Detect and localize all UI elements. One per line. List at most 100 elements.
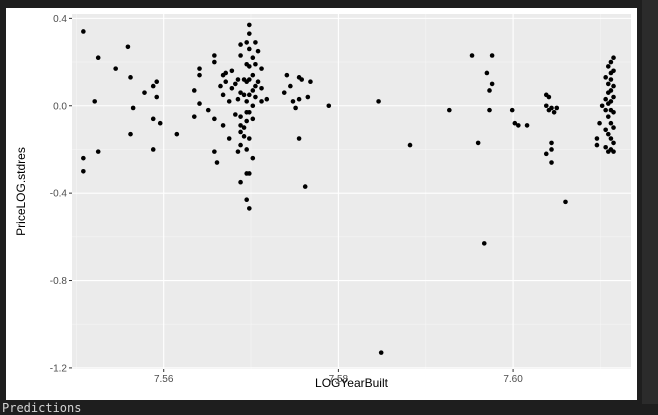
- data-point: [197, 72, 202, 78]
- data-point: [299, 77, 305, 82]
- data-point: [549, 140, 554, 146]
- data-point: [487, 107, 492, 113]
- data-point: [238, 114, 243, 119]
- data-point: [296, 96, 302, 102]
- data-point: [226, 99, 232, 104]
- data-point: [549, 160, 554, 165]
- data-point: [603, 96, 608, 102]
- data-point: [597, 120, 602, 126]
- data-point: [205, 107, 211, 113]
- data-point: [247, 171, 252, 176]
- data-point: [594, 136, 600, 141]
- data-point: [599, 103, 605, 109]
- data-point: [212, 53, 217, 58]
- y-tick-label: 0.0: [53, 101, 67, 112]
- data-point: [235, 149, 241, 154]
- data-point: [524, 123, 530, 128]
- data-point: [551, 110, 557, 115]
- data-point: [250, 116, 256, 122]
- data-point: [407, 142, 413, 148]
- data-point: [611, 94, 616, 100]
- data-point: [235, 77, 241, 82]
- data-point: [605, 114, 611, 119]
- data-point: [302, 184, 308, 189]
- data-point: [487, 88, 492, 93]
- data-point: [475, 140, 481, 146]
- data-point: [611, 125, 616, 130]
- data-point: [247, 77, 252, 82]
- data-point: [608, 88, 614, 93]
- data-point: [235, 96, 241, 102]
- data-point: [611, 83, 616, 89]
- x-tick-label: 7.60: [503, 374, 523, 385]
- data-point: [611, 110, 616, 115]
- data-point: [238, 90, 243, 95]
- data-point: [233, 81, 238, 87]
- axis-ticks: 0.4 0.0 -0.4 -0.8 -1.2 7.56 7.58 7.60: [50, 14, 523, 385]
- data-point: [259, 66, 264, 71]
- data-point: [81, 168, 86, 174]
- data-point: [125, 44, 131, 50]
- data-point: [284, 72, 290, 78]
- data-point: [226, 136, 232, 141]
- data-point: [241, 134, 247, 139]
- data-point: [549, 147, 554, 152]
- y-tick-label: -1.2: [50, 363, 68, 374]
- data-point: [212, 149, 217, 154]
- data-point: [218, 83, 223, 89]
- data-point: [253, 40, 258, 45]
- data-point: [128, 75, 133, 80]
- data-point: [481, 241, 487, 246]
- plot-card: 0.4 0.0 -0.4 -0.8 -1.2 7.56 7.58 7.60 LOGYearBu…: [6, 8, 637, 400]
- data-point: [250, 88, 256, 93]
- data-point: [489, 53, 495, 58]
- data-point: [308, 79, 313, 85]
- plot-panel: [72, 14, 631, 369]
- data-point: [223, 70, 229, 76]
- x-tick-label: 7.58: [329, 374, 349, 385]
- data-point: [238, 179, 243, 185]
- data-point: [197, 66, 202, 71]
- data-point: [250, 55, 256, 60]
- data-point: [543, 151, 549, 157]
- data-point: [509, 107, 515, 113]
- data-point: [244, 99, 249, 104]
- data-point: [113, 66, 118, 71]
- data-point: [603, 75, 608, 80]
- data-point: [376, 99, 381, 104]
- data-point: [378, 350, 384, 355]
- data-point: [154, 94, 160, 100]
- data-point: [238, 42, 243, 47]
- data-point: [603, 107, 608, 113]
- data-point: [197, 101, 202, 106]
- right-scroll-strip[interactable]: [642, 0, 658, 404]
- y-tick-label: 0.4: [53, 14, 67, 25]
- data-point: [326, 103, 332, 109]
- data-point: [293, 105, 298, 111]
- data-point: [247, 92, 252, 98]
- data-point: [92, 99, 98, 104]
- data-point: [174, 131, 180, 137]
- data-point: [81, 155, 86, 161]
- data-point: [212, 116, 217, 122]
- data-point: [247, 206, 252, 211]
- data-point: [244, 147, 249, 152]
- data-point: [608, 77, 614, 82]
- data-point: [142, 90, 147, 95]
- data-point: [233, 112, 238, 117]
- data-point: [214, 160, 220, 165]
- data-point: [608, 136, 614, 141]
- data-point: [290, 99, 296, 104]
- data-point: [150, 83, 156, 89]
- data-point: [255, 48, 261, 54]
- data-point: [512, 120, 518, 126]
- data-point: [605, 131, 611, 137]
- data-point: [543, 103, 549, 109]
- data-point: [229, 68, 235, 74]
- data-point: [220, 123, 226, 128]
- data-point: [150, 147, 156, 152]
- data-point: [608, 120, 614, 126]
- y-tick-label: -0.8: [50, 276, 68, 287]
- data-point: [247, 46, 252, 52]
- data-point: [255, 79, 261, 85]
